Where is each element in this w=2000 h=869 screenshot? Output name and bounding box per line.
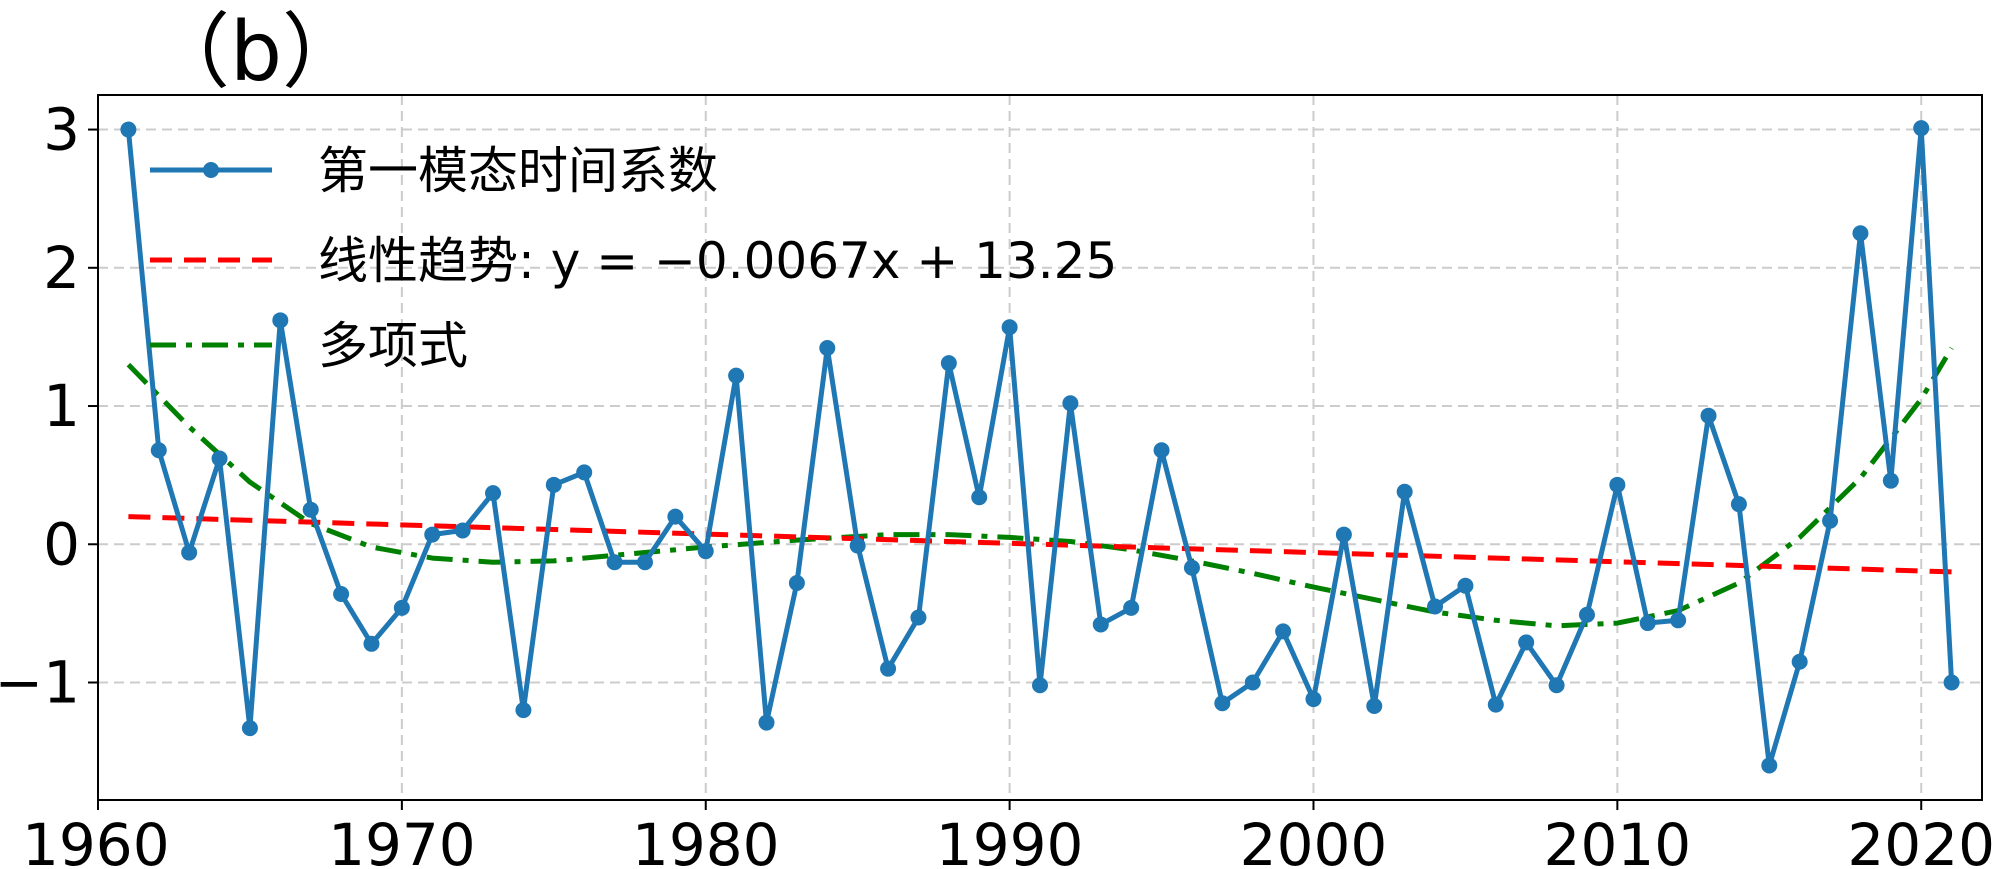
series-layer	[120, 120, 1960, 774]
data-point	[1730, 496, 1747, 513]
data-point	[1366, 698, 1383, 714]
legend-label-1: 线性趋势: y = −0.0067x + 13.25	[318, 232, 1117, 290]
data-point	[1123, 599, 1140, 616]
data-point	[1700, 407, 1717, 424]
data-point	[1609, 476, 1626, 493]
x-tick-label: 2000	[1240, 811, 1388, 869]
data-point	[1457, 577, 1474, 594]
data-point	[1548, 677, 1565, 694]
legend-marker	[203, 162, 219, 178]
data-point	[1487, 696, 1504, 713]
grid	[97, 95, 1982, 800]
data-point	[1335, 526, 1352, 543]
legend-label-2: 多项式	[318, 317, 468, 375]
data-point	[819, 339, 836, 356]
data-point	[150, 442, 167, 459]
x-tick-label: 1990	[936, 811, 1084, 869]
panel-label: （b）	[148, 5, 364, 100]
data-point	[728, 367, 745, 384]
data-point	[697, 543, 714, 560]
data-point	[211, 450, 228, 467]
data-point	[880, 660, 897, 677]
plot-frame	[97, 94, 1983, 801]
data-point	[1001, 319, 1018, 336]
data-point	[1882, 472, 1899, 489]
data-point	[485, 485, 502, 502]
data-point	[1427, 598, 1444, 615]
data-point	[1943, 674, 1960, 691]
data-point	[1214, 695, 1231, 712]
data-point	[1032, 677, 1048, 694]
data-point	[1852, 225, 1869, 242]
data-point	[120, 121, 137, 138]
data-point	[1518, 634, 1535, 651]
x-tick-label: 1960	[22, 811, 170, 869]
data-point	[1913, 120, 1930, 137]
data-point	[758, 714, 775, 731]
x-tick-label: 1970	[328, 811, 476, 869]
data-point	[849, 537, 866, 554]
data-point	[910, 609, 927, 626]
series-line-2	[126, 346, 1954, 629]
data-point	[606, 554, 623, 571]
data-point	[454, 522, 471, 539]
data-point	[272, 312, 289, 329]
data-point	[241, 720, 258, 737]
data-point	[1062, 395, 1079, 412]
y-tick-label: 3	[43, 96, 80, 164]
data-point	[1791, 653, 1808, 670]
data-point	[363, 635, 380, 652]
data-point	[424, 526, 441, 543]
data-point	[1153, 442, 1170, 459]
data-point	[940, 355, 957, 372]
y-tick-label: 0	[43, 510, 80, 578]
data-point	[788, 574, 805, 591]
y-tick-label: −1	[0, 649, 80, 717]
data-point	[1670, 612, 1687, 629]
data-point	[1244, 674, 1261, 691]
data-point	[545, 476, 562, 493]
data-point	[636, 554, 653, 571]
data-point	[181, 544, 198, 561]
data-point	[1761, 757, 1778, 774]
data-point	[1578, 606, 1595, 623]
tick-layer: 1960 1970 1980 1990 2000 2010 2020 −1 0 1 2 3	[0, 96, 1995, 869]
y-tick-label: 2	[43, 234, 80, 302]
x-tick-label: 2010	[1544, 811, 1692, 869]
data-point	[1275, 623, 1292, 640]
x-tick-label: 1980	[632, 811, 780, 869]
data-point	[576, 464, 593, 481]
x-tick-label: 2020	[1847, 811, 1995, 869]
data-point	[302, 501, 319, 518]
y-tick-label: 1	[43, 372, 80, 440]
data-point	[515, 702, 532, 719]
data-point	[1639, 615, 1656, 632]
data-point	[667, 508, 684, 525]
data-point	[393, 599, 410, 616]
data-point	[333, 586, 350, 603]
data-point	[1305, 691, 1322, 708]
data-point	[1822, 512, 1839, 529]
data-point	[1183, 559, 1200, 576]
data-point	[1396, 483, 1413, 500]
data-point	[971, 489, 988, 506]
data-point	[1092, 616, 1109, 633]
legend-label-0: 第一模态时间系数	[318, 142, 718, 200]
